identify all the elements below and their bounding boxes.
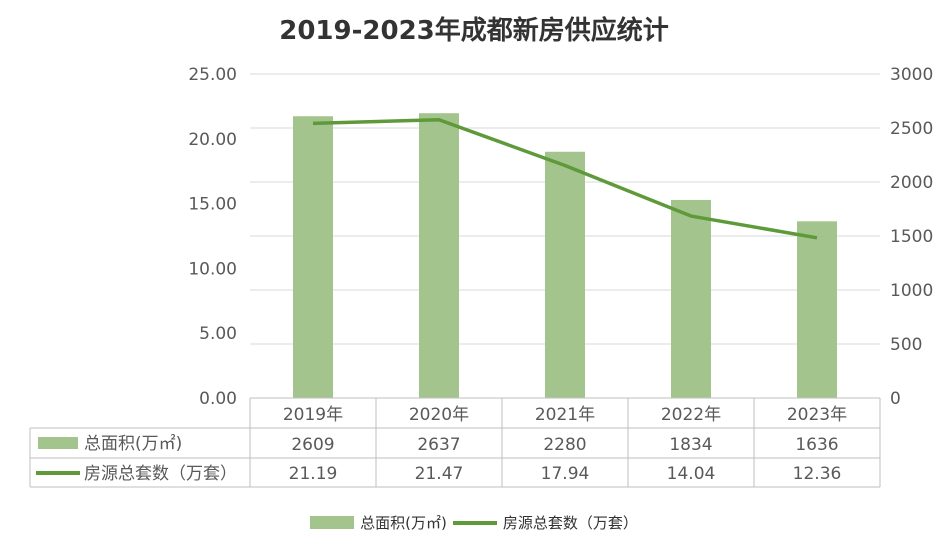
table-cell-line: 21.47: [415, 464, 464, 484]
table-cell-line: 14.04: [667, 464, 716, 484]
legend: 总面积(万㎡) 房源总套数（万套）: [0, 512, 948, 533]
table-cell-bar: 2280: [543, 435, 586, 455]
right-tick-label: 1000: [890, 281, 933, 301]
right-tick-label: 0: [890, 389, 901, 409]
left-tick-label: 5.00: [199, 324, 237, 344]
left-tick-label: 15.00: [188, 195, 237, 215]
right-tick-label: 500: [890, 335, 922, 355]
right-tick-label: 2500: [890, 119, 933, 139]
legend-label-line: 房源总套数（万套）: [502, 514, 638, 532]
legend-label-bar: 总面积(万㎡): [360, 514, 447, 532]
right-tick-label: 2000: [890, 173, 933, 193]
legend-bar-swatch: [310, 516, 355, 529]
left-tick-label: 25.00: [188, 65, 237, 85]
table-cell-bar: 1834: [669, 435, 712, 455]
bar: [293, 116, 333, 398]
bar: [419, 113, 459, 398]
table-row-label-line: 房源总套数（万套）: [84, 464, 237, 484]
table-bar-swatch: [38, 437, 78, 449]
table-cell-bar: 1636: [795, 435, 838, 455]
category-label: 2023年: [787, 405, 847, 425]
left-tick-label: 10.00: [188, 259, 237, 279]
category-label: 2020年: [409, 405, 469, 425]
left-tick-label: 0.00: [199, 389, 237, 409]
table-cell-line: 21.19: [289, 464, 338, 484]
left-tick-label: 20.00: [188, 130, 237, 150]
category-label: 2021年: [535, 405, 595, 425]
category-label: 2019年: [283, 405, 343, 425]
table-row-label-bar: 总面积(万㎡): [84, 434, 182, 454]
legend-line-swatch: [452, 520, 497, 525]
table-cell-bar: 2609: [291, 435, 334, 455]
table-cell-line: 17.94: [541, 464, 590, 484]
table-cell-line: 12.36: [793, 464, 842, 484]
right-tick-label: 3000: [890, 65, 933, 85]
right-tick-label: 1500: [890, 227, 933, 247]
bar: [671, 199, 711, 398]
bar: [545, 151, 585, 398]
bar: [797, 221, 837, 398]
category-label: 2022年: [661, 405, 721, 425]
chart-title: 2019-2023年成都新房供应统计: [279, 16, 669, 46]
table-cell-bar: 2637: [417, 435, 460, 455]
